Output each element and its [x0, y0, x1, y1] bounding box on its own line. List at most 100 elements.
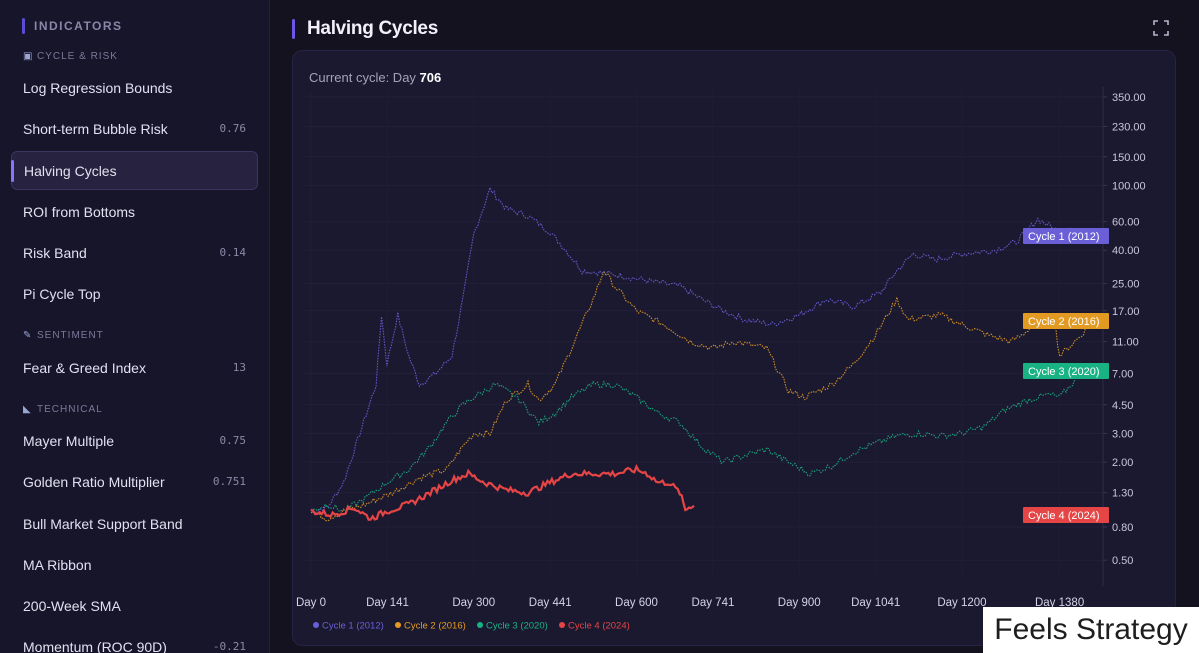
sidebar-item-label: Halving Cycles	[24, 162, 117, 179]
series-lines	[310, 185, 1099, 522]
legend-swatch	[395, 622, 401, 628]
series-line	[310, 271, 1093, 522]
current-cycle-prefix: Current cycle: Day	[309, 70, 416, 85]
current-cycle-readout: Current cycle: Day 706	[309, 70, 441, 85]
section-technical: ◣ TECHNICAL	[23, 404, 103, 415]
cycle-icon: ▣	[23, 51, 34, 62]
sidebar-item-label: Short-term Bubble Risk	[23, 120, 168, 137]
chart-grid	[303, 91, 1103, 576]
sidebar-item-label: Bull Market Support Band	[23, 515, 183, 532]
brush-icon: ✎	[23, 330, 33, 341]
section-label: CYCLE & RISK	[37, 51, 118, 62]
sidebar-item-200-week-sma[interactable]: 200-Week SMA	[11, 586, 258, 625]
legend-item: Cycle 1 (2012)	[313, 621, 384, 632]
sidebar-item-label: Log Regression Bounds	[23, 79, 173, 96]
sidebar-item-label: Fear & Greed Index	[23, 359, 146, 376]
y-axis: 350.00 230.00 150.00 100.00 60.00 40.00 25.00 1…	[1102, 87, 1146, 586]
series-end-labels: Cycle 1 (2012) Cycle 2 (2016) Cycle 3 (202…	[1023, 228, 1109, 523]
y-tick-label: 11.00	[1112, 337, 1139, 349]
section-sentiment: ✎ SENTIMENT	[23, 330, 104, 341]
sidebar-item-pi-cycle-top[interactable]: Pi Cycle Top	[11, 274, 258, 313]
y-tick-label: 25.00	[1112, 278, 1140, 290]
end-label-bg	[1023, 228, 1109, 244]
chart-panel: Current cycle: Day 706 350.00 230.00 150.0…	[292, 50, 1176, 646]
triangle-ruler-icon: ◣	[23, 404, 32, 415]
sidebar-item-bull-market-support-band[interactable]: Bull Market Support Band	[11, 504, 258, 543]
sidebar-header-label: INDICATORS	[34, 19, 123, 33]
end-label-text: Cycle 1 (2012)	[1028, 231, 1100, 243]
sidebar-item-risk-band[interactable]: Risk Band 0.14	[11, 233, 258, 272]
sidebar-item-value: 13	[232, 361, 246, 374]
sidebar-item-value: -0.21	[212, 640, 246, 653]
y-tick-label: 150.00	[1112, 152, 1146, 164]
y-tick-label: 17.00	[1112, 306, 1140, 318]
legend-item: Cycle 3 (2020)	[477, 621, 548, 632]
sidebar-item-momentum-roc-90d[interactable]: Momentum (ROC 90D) -0.21	[11, 627, 258, 653]
section-cycle-risk: ▣ CYCLE & RISK	[23, 51, 118, 62]
y-tick-label: 230.00	[1112, 122, 1146, 134]
end-label-text: Cycle 3 (2020)	[1028, 366, 1100, 378]
y-tick-label: 60.00	[1112, 217, 1140, 229]
expand-icon[interactable]	[1153, 20, 1169, 36]
section-label: TECHNICAL	[37, 404, 103, 415]
sidebar-item-label: Pi Cycle Top	[23, 285, 101, 302]
x-tick-label: Day 741	[692, 597, 735, 609]
sidebar-item-label: Momentum (ROC 90D)	[23, 638, 167, 653]
current-cycle-day: 706	[419, 70, 442, 85]
end-label: Cycle 2 (2016)	[1023, 313, 1109, 329]
title-accent-bar	[292, 19, 295, 39]
page-header: Halving Cycles	[292, 16, 438, 42]
x-tick-label: Day 600	[615, 597, 658, 609]
series-line	[310, 185, 1071, 514]
x-tick-label: Day 1041	[851, 597, 900, 609]
y-tick-label: 7.00	[1112, 369, 1133, 381]
header-accent-bar	[22, 18, 25, 34]
sidebar-item-roi-from-bottoms[interactable]: ROI from Bottoms	[11, 192, 258, 231]
sidebar-item-value: 0.751	[212, 475, 246, 488]
y-tick-label: 2.00	[1112, 457, 1133, 469]
legend-item: Cycle 4 (2024)	[559, 621, 630, 632]
sidebar-item-short-term-bubble-risk[interactable]: Short-term Bubble Risk 0.76	[11, 109, 258, 148]
series-line	[310, 463, 695, 521]
y-tick-label: 0.80	[1112, 522, 1133, 534]
sidebar-item-value: 0.75	[219, 434, 247, 447]
section-label: SENTIMENT	[37, 330, 104, 341]
end-label-bg	[1023, 313, 1109, 329]
sidebar-item-mayer-multiple[interactable]: Mayer Multiple 0.75	[11, 421, 258, 460]
sidebar-item-value: 0.76	[219, 122, 247, 135]
chart-legend: Cycle 1 (2012) Cycle 2 (2016) Cycle 3 (202…	[313, 621, 630, 632]
y-tick-label: 4.50	[1112, 400, 1133, 412]
sidebar-item-log-regression-bounds[interactable]: Log Regression Bounds	[11, 68, 258, 107]
series-line	[310, 363, 1099, 513]
legend-label: Cycle 1 (2012)	[322, 621, 384, 632]
y-tick-label: 40.00	[1112, 245, 1140, 257]
sidebar-item-label: Mayer Multiple	[23, 432, 115, 449]
legend-swatch	[313, 622, 319, 628]
legend-swatch	[559, 622, 565, 628]
halving-cycles-chart[interactable]: 350.00 230.00 150.00 100.00 60.00 40.00 25.00 1…	[293, 51, 1176, 646]
sidebar-item-label: MA Ribbon	[23, 556, 92, 573]
x-tick-label: Day 1380	[1035, 597, 1084, 609]
legend-swatch	[477, 622, 483, 628]
end-label-text: Cycle 2 (2016)	[1028, 316, 1100, 328]
sidebar-item-label: 200-Week SMA	[23, 597, 121, 614]
y-tick-label: 350.00	[1112, 92, 1146, 104]
x-axis: Day 0 Day 141 Day 300 Day 441 Day 600 Day 741…	[296, 597, 1084, 609]
sidebar-item-value: 0.14	[219, 246, 247, 259]
x-tick-label: Day 441	[529, 597, 572, 609]
sidebar-item-fear-greed-index[interactable]: Fear & Greed Index 13	[11, 348, 258, 387]
sidebar-item-golden-ratio-multiplier[interactable]: Golden Ratio Multiplier 0.751	[11, 462, 258, 501]
y-tick-label: 3.00	[1112, 428, 1133, 440]
end-label-bg	[1023, 507, 1109, 523]
y-tick-label: 1.30	[1112, 488, 1133, 500]
sidebar-item-ma-ribbon[interactable]: MA Ribbon	[11, 545, 258, 584]
sidebar-item-halving-cycles[interactable]: Halving Cycles	[11, 151, 258, 190]
end-label: Cycle 3 (2020)	[1023, 363, 1109, 379]
legend-item: Cycle 2 (2016)	[395, 621, 466, 632]
end-label: Cycle 1 (2012)	[1023, 228, 1109, 244]
sidebar: INDICATORS ▣ CYCLE & RISK Log Regression…	[0, 0, 270, 653]
sidebar-item-label: ROI from Bottoms	[23, 203, 136, 220]
y-tick-label: 100.00	[1112, 180, 1146, 192]
x-tick-label: Day 900	[778, 597, 821, 609]
x-tick-label: Day 300	[452, 597, 495, 609]
